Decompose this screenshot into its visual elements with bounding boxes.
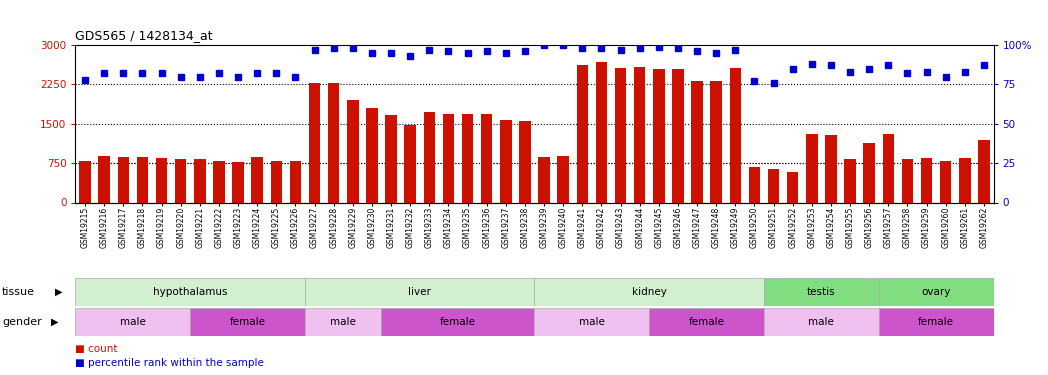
Bar xyxy=(921,158,933,203)
Bar xyxy=(649,308,764,336)
Bar xyxy=(117,157,129,203)
Text: gender: gender xyxy=(2,316,42,327)
Text: tissue: tissue xyxy=(2,286,35,297)
Bar xyxy=(768,169,780,202)
Bar xyxy=(191,308,305,336)
Bar xyxy=(692,81,703,203)
Bar xyxy=(75,308,191,336)
Bar xyxy=(328,83,340,203)
Bar xyxy=(194,159,205,203)
Bar xyxy=(305,308,381,336)
Bar xyxy=(864,142,875,202)
Bar xyxy=(878,308,994,336)
Text: female: female xyxy=(918,316,954,327)
Text: ▶: ▶ xyxy=(51,316,59,327)
Text: female: female xyxy=(440,316,476,327)
Bar xyxy=(806,134,817,202)
Bar xyxy=(787,171,799,202)
Bar xyxy=(901,159,913,202)
Text: kidney: kidney xyxy=(632,286,667,297)
Bar xyxy=(882,134,894,202)
Bar xyxy=(305,278,534,306)
Bar xyxy=(959,158,970,203)
Text: GDS565 / 1428134_at: GDS565 / 1428134_at xyxy=(75,30,213,42)
Bar xyxy=(99,156,110,203)
Bar xyxy=(309,83,321,203)
Text: female: female xyxy=(230,316,265,327)
Bar xyxy=(825,135,836,202)
Bar xyxy=(711,81,722,203)
Bar xyxy=(729,68,741,203)
Bar xyxy=(595,62,607,202)
Bar xyxy=(748,167,760,202)
Bar xyxy=(381,308,534,336)
Bar xyxy=(539,158,550,203)
Bar xyxy=(386,116,397,202)
Bar xyxy=(940,160,952,202)
Bar xyxy=(175,159,187,202)
Bar xyxy=(764,308,878,336)
Bar xyxy=(270,160,282,202)
Bar xyxy=(845,159,856,202)
Bar xyxy=(213,161,224,202)
Bar xyxy=(534,278,764,306)
Text: female: female xyxy=(689,316,724,327)
Bar xyxy=(878,278,994,306)
Bar xyxy=(615,68,627,203)
Bar xyxy=(576,65,588,203)
Bar xyxy=(366,108,377,202)
Text: ■ count: ■ count xyxy=(75,344,118,354)
Text: male: male xyxy=(119,316,146,327)
Bar xyxy=(978,140,989,202)
Bar xyxy=(558,156,569,203)
Text: male: male xyxy=(808,316,834,327)
Text: hypothalamus: hypothalamus xyxy=(153,286,227,297)
Bar xyxy=(672,69,683,203)
Text: testis: testis xyxy=(807,286,835,297)
Bar xyxy=(289,161,301,202)
Bar xyxy=(481,114,493,202)
Text: ▶: ▶ xyxy=(54,286,62,297)
Bar xyxy=(75,278,305,306)
Bar xyxy=(252,158,263,203)
Bar xyxy=(442,114,454,202)
Text: male: male xyxy=(330,316,356,327)
Text: male: male xyxy=(578,316,605,327)
Bar xyxy=(136,157,148,203)
Bar xyxy=(764,278,878,306)
Text: ■ percentile rank within the sample: ■ percentile rank within the sample xyxy=(75,358,264,368)
Bar xyxy=(347,100,358,202)
Bar xyxy=(634,67,646,203)
Bar xyxy=(405,125,416,202)
Bar xyxy=(519,121,530,202)
Bar xyxy=(653,69,664,203)
Text: liver: liver xyxy=(409,286,431,297)
Bar xyxy=(462,114,474,202)
Text: ovary: ovary xyxy=(921,286,951,297)
Bar xyxy=(500,120,511,202)
Bar xyxy=(80,160,91,202)
Bar xyxy=(423,112,435,202)
Bar xyxy=(233,162,244,202)
Bar xyxy=(534,308,649,336)
Bar xyxy=(156,158,168,203)
